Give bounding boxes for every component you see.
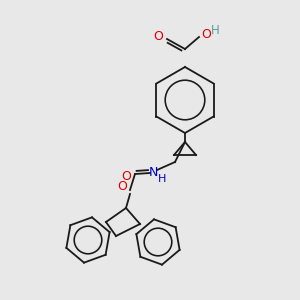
- Text: O: O: [201, 28, 211, 40]
- Text: O: O: [153, 29, 163, 43]
- Text: H: H: [211, 25, 219, 38]
- Text: N: N: [148, 166, 158, 178]
- Text: H: H: [158, 174, 166, 184]
- Text: O: O: [117, 179, 127, 193]
- Text: O: O: [121, 169, 131, 182]
